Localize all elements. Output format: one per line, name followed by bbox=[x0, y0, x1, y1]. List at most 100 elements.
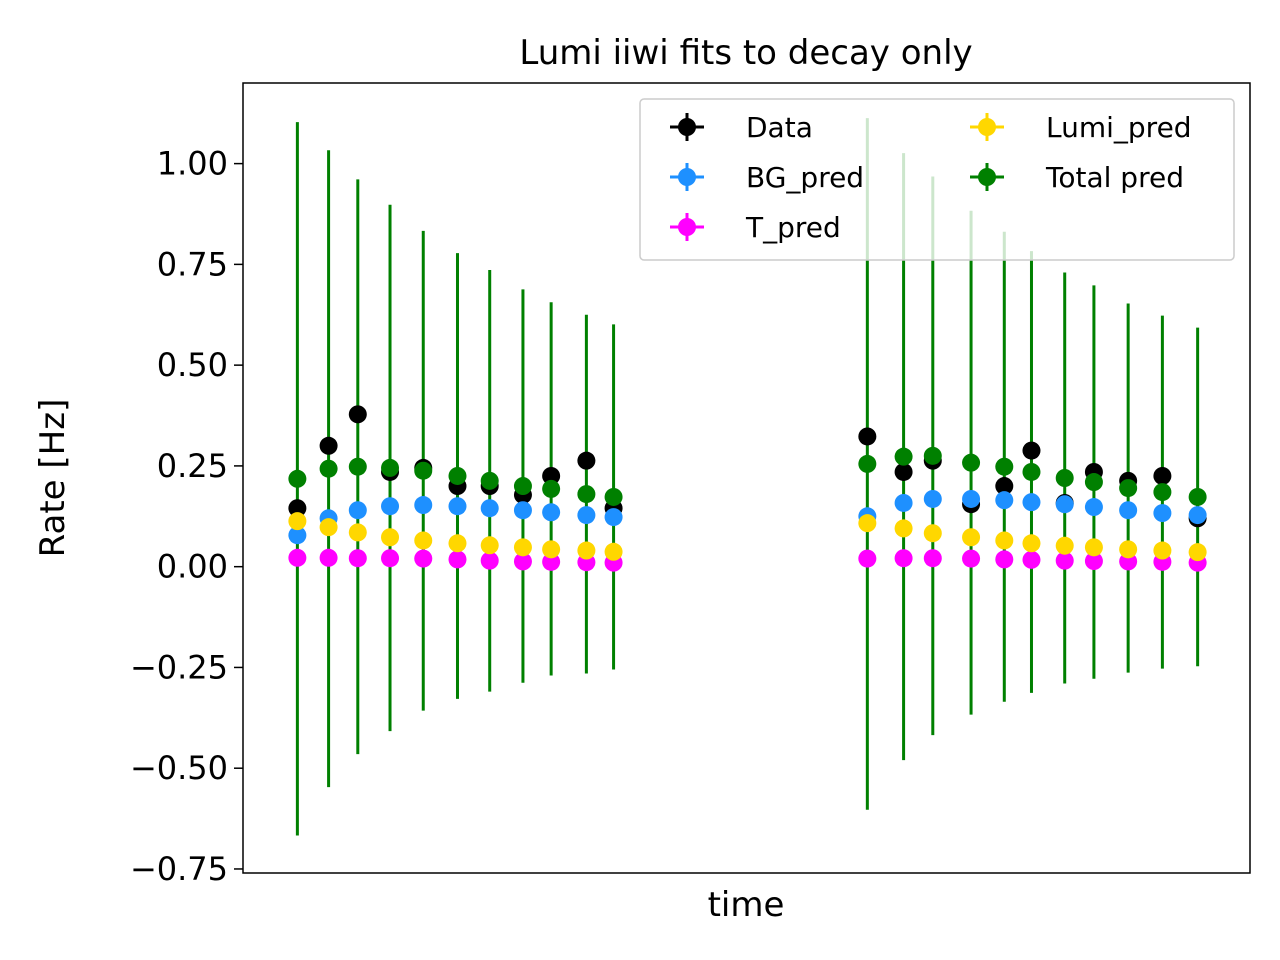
point-lumi-pred bbox=[348, 523, 367, 542]
chart-title: Lumi iiwi fits to decay only bbox=[519, 33, 972, 73]
point-total-pred bbox=[1022, 462, 1041, 481]
legend-label: Total pred bbox=[1045, 161, 1184, 194]
y-axis-label: Rate [Hz] bbox=[33, 399, 73, 558]
point-lumi-pred bbox=[1084, 538, 1103, 557]
point-t-pred bbox=[542, 552, 561, 571]
point-total-pred bbox=[894, 447, 913, 466]
point-total-pred bbox=[1153, 483, 1172, 502]
point-lumi-pred bbox=[513, 538, 532, 557]
point-bg-pred bbox=[1055, 495, 1074, 514]
point-data bbox=[542, 466, 561, 485]
point-t-pred bbox=[1055, 551, 1074, 570]
point-lumi-pred bbox=[1055, 536, 1074, 555]
point-bg-pred bbox=[542, 503, 561, 522]
point-bg-pred bbox=[604, 508, 623, 527]
point-lumi-pred bbox=[414, 531, 433, 550]
legend-item-bg-pred: BG_pred bbox=[670, 161, 864, 194]
legend-item-data: Data bbox=[670, 111, 813, 144]
point-total-pred bbox=[542, 479, 561, 498]
legend-frame bbox=[639, 98, 1235, 261]
point-lumi-pred bbox=[577, 541, 596, 560]
point-lumi-pred bbox=[1119, 540, 1138, 559]
point-lumi-pred bbox=[604, 542, 623, 561]
point-lumi-pred bbox=[1153, 541, 1172, 560]
point-bg-pred bbox=[288, 526, 307, 545]
point-lumi-pred bbox=[448, 534, 467, 553]
point-total-pred bbox=[288, 469, 307, 488]
y-tick-label: 0.75 bbox=[157, 245, 228, 283]
point-bg-pred bbox=[1022, 493, 1041, 512]
point-lumi-pred bbox=[995, 531, 1014, 550]
point-lumi-pred bbox=[858, 514, 877, 533]
point-data bbox=[894, 462, 913, 481]
point-total-pred bbox=[381, 458, 400, 477]
point-bg-pred bbox=[894, 493, 913, 512]
point-data bbox=[995, 477, 1014, 496]
legend-marker bbox=[678, 118, 696, 136]
point-t-pred bbox=[962, 549, 981, 568]
point-t-pred bbox=[381, 549, 400, 568]
legend-marker bbox=[678, 218, 696, 236]
legend-label: T_pred bbox=[745, 211, 841, 244]
point-total-pred bbox=[858, 454, 877, 473]
point-total-pred bbox=[1119, 479, 1138, 498]
point-t-pred bbox=[448, 550, 467, 569]
point-data bbox=[858, 427, 877, 446]
point-t-pred bbox=[480, 551, 499, 570]
point-lumi-pred bbox=[894, 519, 913, 538]
point-lumi-pred bbox=[288, 512, 307, 531]
point-lumi-pred bbox=[319, 518, 338, 537]
plot-frame bbox=[242, 82, 1251, 874]
x-axis-label: time bbox=[708, 885, 785, 925]
point-total-pred bbox=[319, 459, 338, 478]
legend-item-t-pred: T_pred bbox=[670, 211, 841, 244]
point-t-pred bbox=[414, 549, 433, 568]
point-bg-pred bbox=[381, 497, 400, 516]
legend-label: Lumi_pred bbox=[1046, 111, 1192, 144]
legend-marker bbox=[678, 168, 696, 186]
y-tick-label: −0.75 bbox=[130, 850, 228, 888]
point-bg-pred bbox=[1188, 506, 1207, 525]
point-total-pred bbox=[448, 466, 467, 485]
point-bg-pred bbox=[1084, 498, 1103, 517]
point-total-pred bbox=[1055, 469, 1074, 487]
point-bg-pred bbox=[962, 489, 981, 508]
point-bg-pred bbox=[923, 489, 942, 508]
point-data bbox=[577, 451, 596, 470]
point-data bbox=[1153, 466, 1172, 485]
point-lumi-pred bbox=[923, 524, 942, 543]
point-data bbox=[319, 436, 338, 455]
point-data bbox=[1022, 441, 1041, 460]
legend-item-total-pred: Total pred bbox=[970, 161, 1184, 194]
point-bg-pred bbox=[480, 499, 499, 518]
point-lumi-pred bbox=[1188, 543, 1207, 562]
point-total-pred bbox=[604, 487, 623, 506]
point-bg-pred bbox=[995, 491, 1014, 510]
point-bg-pred bbox=[1119, 501, 1138, 520]
point-t-pred bbox=[894, 549, 913, 568]
point-bg-pred bbox=[513, 501, 532, 520]
point-t-pred bbox=[858, 549, 877, 568]
point-t-pred bbox=[319, 548, 338, 567]
legend: Data BG_pred T_pred Lumi_pred Total pred bbox=[639, 98, 1235, 261]
point-bg-pred bbox=[448, 497, 467, 516]
legend-label: Data bbox=[746, 111, 813, 144]
point-bg-pred bbox=[414, 496, 433, 515]
point-total-pred bbox=[348, 457, 367, 476]
point-t-pred bbox=[995, 550, 1014, 569]
point-bg-pred bbox=[348, 501, 367, 520]
legend-item-lumi-pred: Lumi_pred bbox=[970, 111, 1192, 144]
point-t-pred bbox=[348, 549, 367, 568]
point-data bbox=[288, 499, 307, 518]
point-total-pred bbox=[480, 471, 499, 490]
point-total-pred bbox=[995, 457, 1014, 476]
y-tick-label: −0.50 bbox=[130, 749, 228, 787]
point-lumi-pred bbox=[480, 536, 499, 555]
data-markers bbox=[288, 405, 1207, 572]
point-total-pred bbox=[414, 461, 433, 480]
point-total-pred bbox=[577, 485, 596, 504]
point-total-pred bbox=[513, 477, 532, 496]
point-lumi-pred bbox=[381, 528, 400, 547]
point-lumi-pred bbox=[962, 528, 981, 547]
